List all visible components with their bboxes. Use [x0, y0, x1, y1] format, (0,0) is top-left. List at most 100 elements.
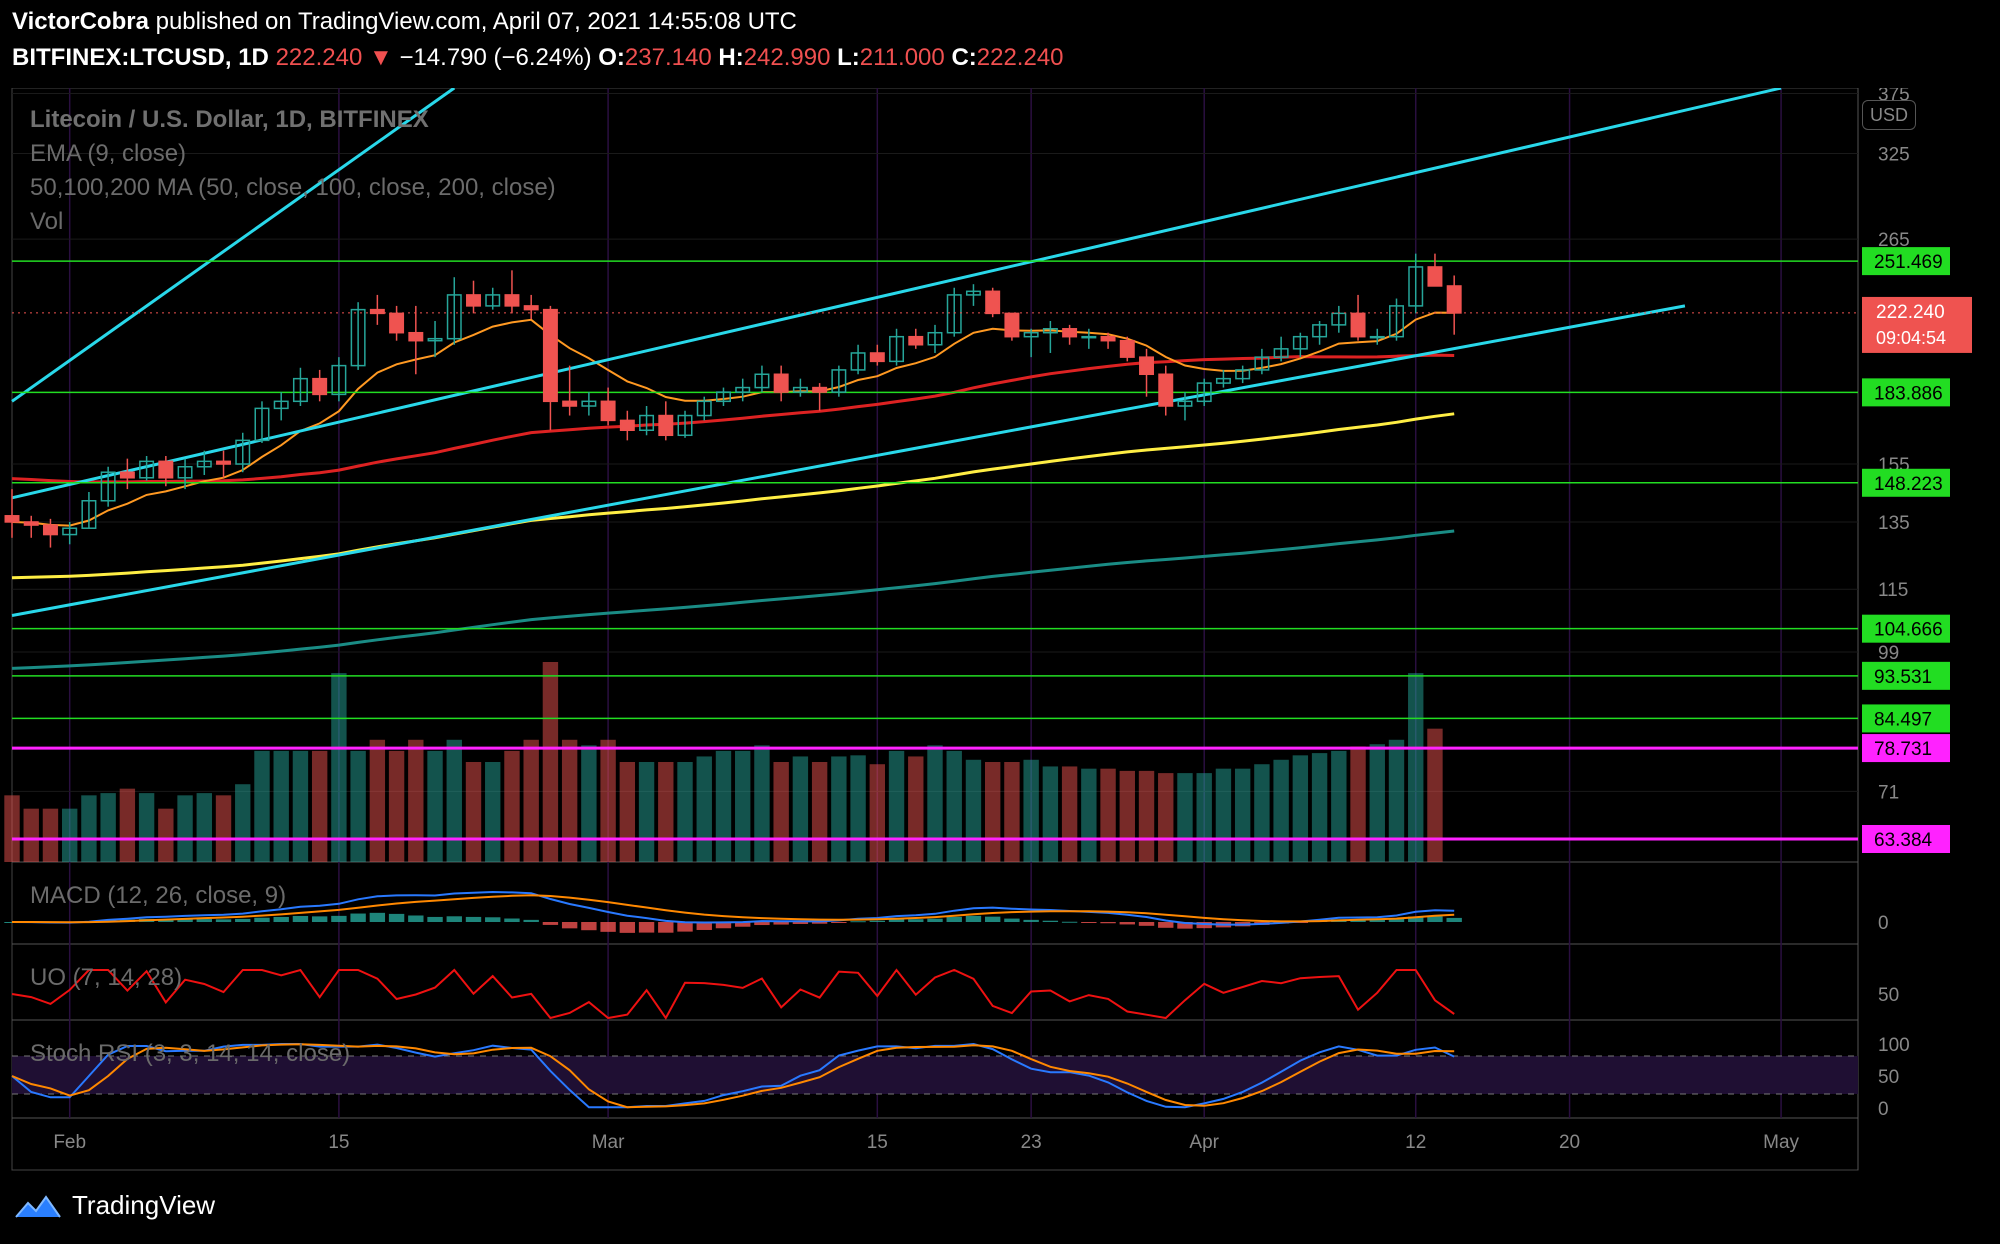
legend-symbol[interactable]: Litecoin / U.S. Dollar, 1D, BITFINEX: [30, 106, 429, 133]
candle-body[interactable]: [139, 460, 155, 479]
legend-ma[interactable]: 50,100,200 MA (50, close, 100, close, 20…: [30, 174, 556, 201]
candle-body[interactable]: [562, 400, 578, 407]
candle-body[interactable]: [1427, 266, 1443, 287]
candle-body[interactable]: [1119, 339, 1135, 358]
candle-body[interactable]: [1177, 400, 1193, 407]
volume-bar: [504, 750, 520, 862]
candle-body[interactable]: [1446, 285, 1462, 314]
candle-body[interactable]: [581, 400, 597, 407]
candle-body[interactable]: [1004, 312, 1020, 338]
candle-body[interactable]: [350, 308, 366, 367]
author-name[interactable]: VictorCobra: [12, 8, 149, 35]
candle-body[interactable]: [1235, 369, 1251, 380]
chart-header: VictorCobra published on TradingView.com…: [0, 0, 2000, 88]
candle-body[interactable]: [1273, 348, 1289, 358]
candle-body[interactable]: [754, 373, 770, 389]
candle-body[interactable]: [1369, 335, 1385, 339]
volume-bar: [888, 750, 905, 862]
volume-bar: [235, 784, 251, 862]
candle-body[interactable]: [1196, 382, 1212, 403]
candle-body[interactable]: [1100, 335, 1116, 342]
candle-body[interactable]: [1254, 356, 1270, 371]
legend-stoch[interactable]: Stoch RSI (3, 3, 14, 14, close): [30, 1040, 351, 1067]
candle-body[interactable]: [196, 460, 212, 468]
candle-body[interactable]: [619, 419, 635, 432]
candle-body[interactable]: [1023, 331, 1039, 338]
candle-body[interactable]: [408, 331, 424, 342]
candle-body[interactable]: [312, 377, 328, 396]
candle-body[interactable]: [1139, 356, 1155, 376]
currency-button[interactable]: USD: [1862, 100, 1916, 130]
candle-body[interactable]: [216, 460, 232, 465]
candle-body[interactable]: [792, 386, 808, 393]
time-tick-label: May: [1763, 1132, 1799, 1153]
candle-body[interactable]: [235, 439, 251, 465]
candle-body[interactable]: [331, 364, 347, 396]
candle-body[interactable]: [42, 524, 58, 536]
candle-body[interactable]: [62, 527, 78, 536]
candle-body[interactable]: [1062, 328, 1078, 338]
candle-body[interactable]: [254, 407, 270, 442]
candle-body[interactable]: [965, 290, 981, 296]
candle-body[interactable]: [1042, 328, 1058, 334]
candle-body[interactable]: [812, 386, 828, 393]
candle-body[interactable]: [946, 294, 962, 334]
tradingview-logo[interactable]: TradingView: [14, 1190, 215, 1221]
candle-body[interactable]: [389, 312, 405, 334]
candle-body[interactable]: [600, 400, 616, 422]
candle-body[interactable]: [773, 373, 789, 393]
candle-body[interactable]: [850, 352, 866, 371]
volume-bar: [1215, 768, 1232, 862]
candle-body[interactable]: [1215, 377, 1231, 384]
candle-body[interactable]: [466, 294, 481, 307]
candle-body[interactable]: [81, 500, 97, 529]
uo-line: [11, 968, 1455, 1020]
candle-body[interactable]: [1389, 305, 1404, 338]
candle-body[interactable]: [504, 294, 520, 307]
candle-body[interactable]: [831, 369, 847, 393]
chart-canvas[interactable]: 3753252651551351159971251.469183.886148.…: [0, 0, 2000, 1172]
candle-body[interactable]: [23, 521, 39, 526]
channel-line[interactable]: [11, 86, 456, 403]
candle-body[interactable]: [658, 414, 674, 437]
candle-body[interactable]: [119, 471, 135, 479]
candle-body[interactable]: [927, 331, 943, 346]
candle-body[interactable]: [4, 515, 20, 523]
candle-body[interactable]: [292, 377, 308, 403]
candle-body[interactable]: [542, 308, 558, 403]
candle-body[interactable]: [1292, 335, 1308, 350]
legend-ema[interactable]: EMA (9, close): [30, 140, 187, 167]
candle-body[interactable]: [1350, 312, 1366, 338]
candle-body[interactable]: [177, 465, 193, 479]
candle-body[interactable]: [715, 391, 731, 403]
candle-body[interactable]: [1312, 324, 1328, 338]
legend-vol[interactable]: Vol: [30, 208, 64, 235]
candle-body[interactable]: [485, 294, 501, 307]
macd-histogram-bar: [658, 922, 674, 933]
candle-body[interactable]: [1408, 266, 1424, 307]
candle-body[interactable]: [735, 386, 751, 393]
candle-body[interactable]: [889, 335, 905, 363]
candle-body[interactable]: [1158, 373, 1174, 407]
legend-uo[interactable]: UO (7, 14, 28): [30, 964, 183, 991]
candle-body[interactable]: [985, 290, 1001, 315]
candle-body[interactable]: [369, 308, 385, 315]
candle-body[interactable]: [158, 460, 174, 479]
candle-body[interactable]: [869, 352, 885, 363]
candle-body[interactable]: [908, 335, 924, 346]
volume-bar: [1177, 773, 1193, 862]
candle-body[interactable]: [427, 337, 443, 342]
candle-body[interactable]: [639, 414, 655, 432]
channel-line[interactable]: [11, 304, 1686, 618]
candle-body[interactable]: [1081, 335, 1097, 339]
channel-line[interactable]: [11, 86, 1782, 500]
candle-body[interactable]: [523, 305, 539, 311]
candle-body[interactable]: [677, 414, 693, 437]
candle-body[interactable]: [446, 294, 462, 340]
candle-body[interactable]: [696, 400, 712, 417]
candle-body[interactable]: [273, 400, 289, 410]
symbol-label[interactable]: BITFINEX:LTCUSD, 1D: [12, 44, 269, 71]
volume-bar: [158, 808, 174, 862]
legend-macd[interactable]: MACD (12, 26, close, 9): [30, 882, 287, 909]
candle-body[interactable]: [100, 471, 116, 502]
